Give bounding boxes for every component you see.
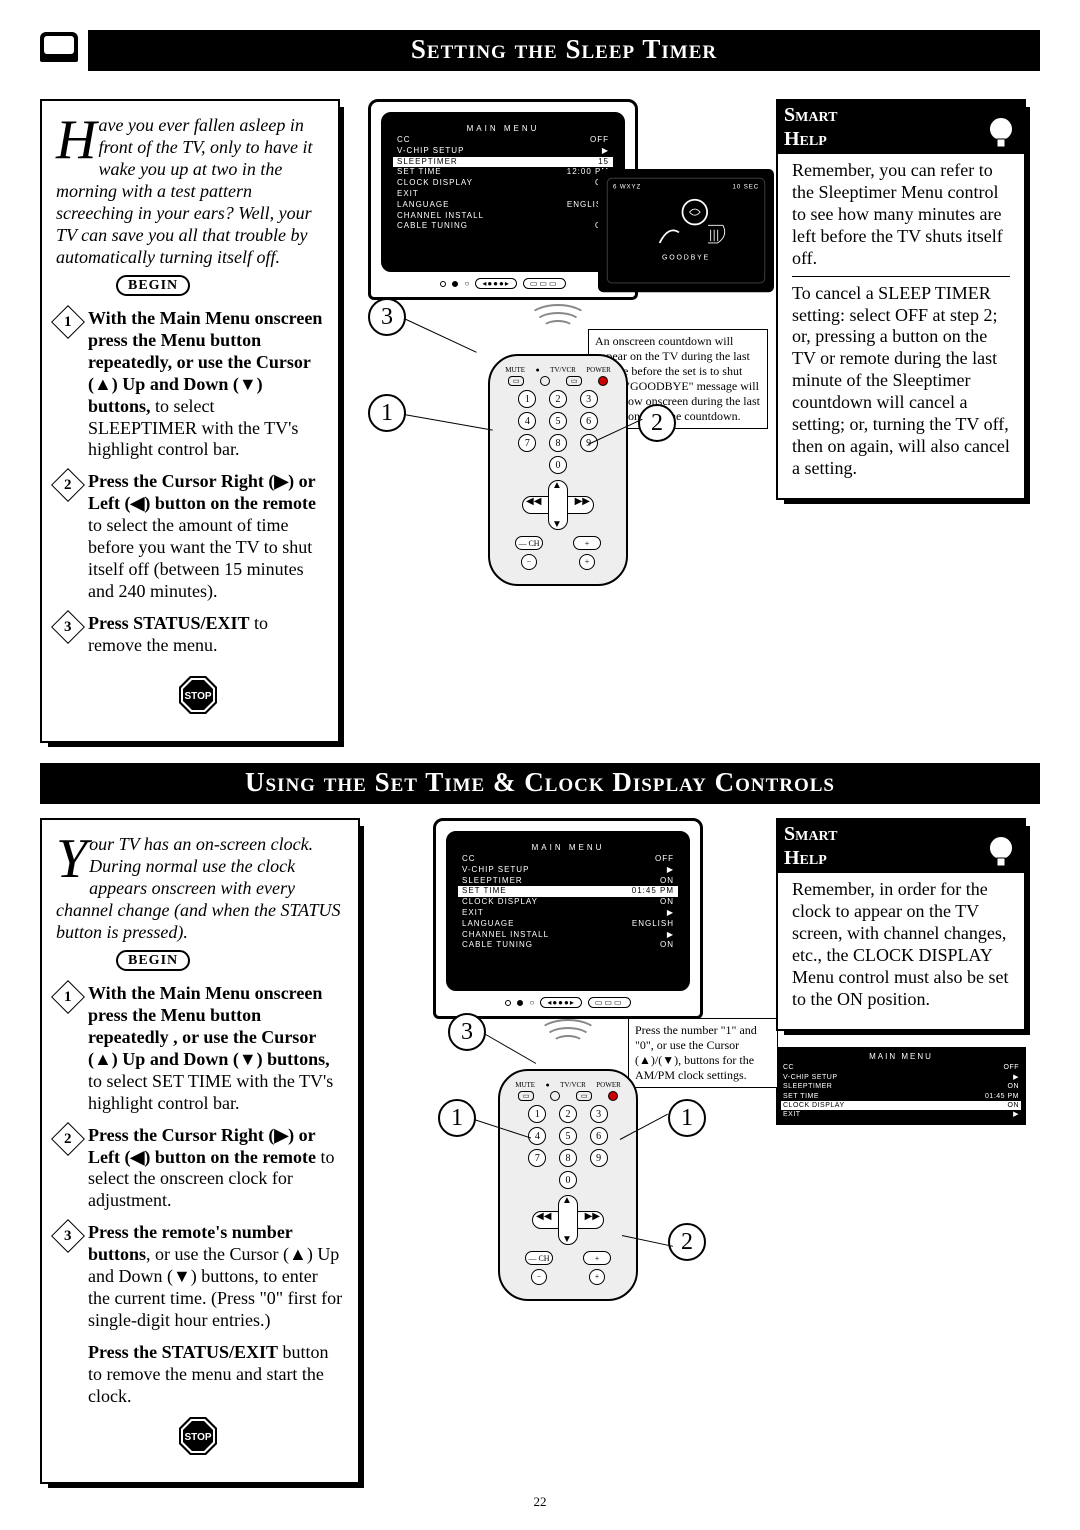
goodbye-tv: 6 WXYZ 10 SEC GOODBYE bbox=[598, 169, 774, 292]
tv-icon bbox=[40, 32, 78, 62]
section2-right: Smart Help bbox=[776, 818, 1026, 1484]
dropcap-y: Y bbox=[56, 834, 89, 880]
section1-title: Setting the Sleep Timer bbox=[88, 30, 1040, 71]
lightbulb-icon bbox=[978, 109, 1024, 155]
s2-step-2: 2 Press the Cursor Right (▶) or Left (◀)… bbox=[56, 1125, 344, 1213]
section2-title: Using the Set Time & Clock Display Contr… bbox=[40, 763, 1040, 804]
s2-step-1: 1 With the Main Menu onscreen press the … bbox=[56, 983, 344, 1115]
callout-2: 2 bbox=[638, 404, 676, 442]
stop-icon: STOP bbox=[176, 673, 220, 717]
begin-pill-2: BEGIN bbox=[116, 950, 190, 971]
number-pad: 123 456 789 0 bbox=[514, 390, 602, 474]
tv-controls: ○ ◂●●●▸ ▭▭▭ bbox=[381, 272, 625, 291]
s2-callout-3: 3 bbox=[448, 1013, 486, 1051]
signal-icon bbox=[518, 304, 598, 344]
signal-icon-2 bbox=[528, 1019, 608, 1059]
section1-illustration: MAIN MENU CCOFFV-CHIP SETUP▶SLEEPTIMER15… bbox=[358, 99, 758, 743]
lightbulb-icon-2 bbox=[978, 828, 1024, 874]
page-number: 22 bbox=[40, 1494, 1040, 1510]
mini-menu: MAIN MENU CCOFFV-CHIP SETUP▶SLEEPTIMERON… bbox=[776, 1047, 1026, 1125]
smart-label: Smart bbox=[784, 104, 837, 126]
begin-pill: BEGIN bbox=[116, 275, 190, 296]
tv-mockup-2: MAIN MENU CCOFFV-CHIP SETUP▶SLEEPTIMERON… bbox=[433, 818, 703, 1019]
step-1: 1 With the Main Menu onscreen press the … bbox=[56, 308, 324, 462]
s2-callout-1a: 1 bbox=[438, 1099, 476, 1137]
remote-mockup-2: MUTE●TV/VCRPOWER ▭ ▭ 123 456 789 0 bbox=[498, 1069, 638, 1301]
remote-mockup: MUTE●TV/VCRPOWER ▭ ▭ 123 456 789 0 bbox=[488, 354, 628, 586]
s2-callout-1b: 1 bbox=[668, 1099, 706, 1137]
step-3: 3 Press STATUS/EXIT to remove the menu. bbox=[56, 613, 324, 657]
section2-illustration: MAIN MENU CCOFFV-CHIP SETUP▶SLEEPTIMERON… bbox=[378, 818, 758, 1484]
s2-callout-2: 2 bbox=[668, 1223, 706, 1261]
dropcap-h: H bbox=[56, 115, 98, 161]
section2-instructions: Your TV has an on-screen clock. During n… bbox=[40, 818, 360, 1484]
stop-icon-2: STOP bbox=[176, 1414, 220, 1458]
dpad: ◀◀ ▶▶ ▲ ▼ bbox=[522, 480, 594, 530]
section2-smart-help: Smart Help bbox=[776, 818, 1026, 1031]
section2-intro: our TV has an on-screen clock. During no… bbox=[56, 834, 340, 942]
smart-help-p2: To cancel a SLEEP TIMER setting: select … bbox=[792, 283, 1010, 481]
section1-intro: Have you ever fallen asleep in front of … bbox=[56, 115, 324, 269]
section1-smart-help: Smart Help Remember, you can bbox=[776, 99, 1026, 500]
s2-step-3: 3 Press the remote's number buttons, or … bbox=[56, 1222, 344, 1332]
step-2: 2 Press the Cursor Right (▶) or Left (◀)… bbox=[56, 471, 324, 603]
callout-3: 3 bbox=[368, 298, 406, 336]
tv-menu-title: MAIN MENU bbox=[393, 124, 613, 135]
svg-text:STOP: STOP bbox=[184, 691, 211, 702]
s2-smart-help-p1: Remember, in order for the clock to appe… bbox=[792, 879, 1010, 1011]
step-diamond: 1 bbox=[51, 305, 85, 339]
section1-instructions: Have you ever fallen asleep in front of … bbox=[40, 99, 340, 743]
callout-1: 1 bbox=[368, 394, 406, 432]
smart-help-p1: Remember, you can refer to the Sleeptime… bbox=[792, 160, 1003, 268]
svg-text:STOP: STOP bbox=[184, 1432, 211, 1443]
help-label: Help bbox=[784, 128, 827, 150]
